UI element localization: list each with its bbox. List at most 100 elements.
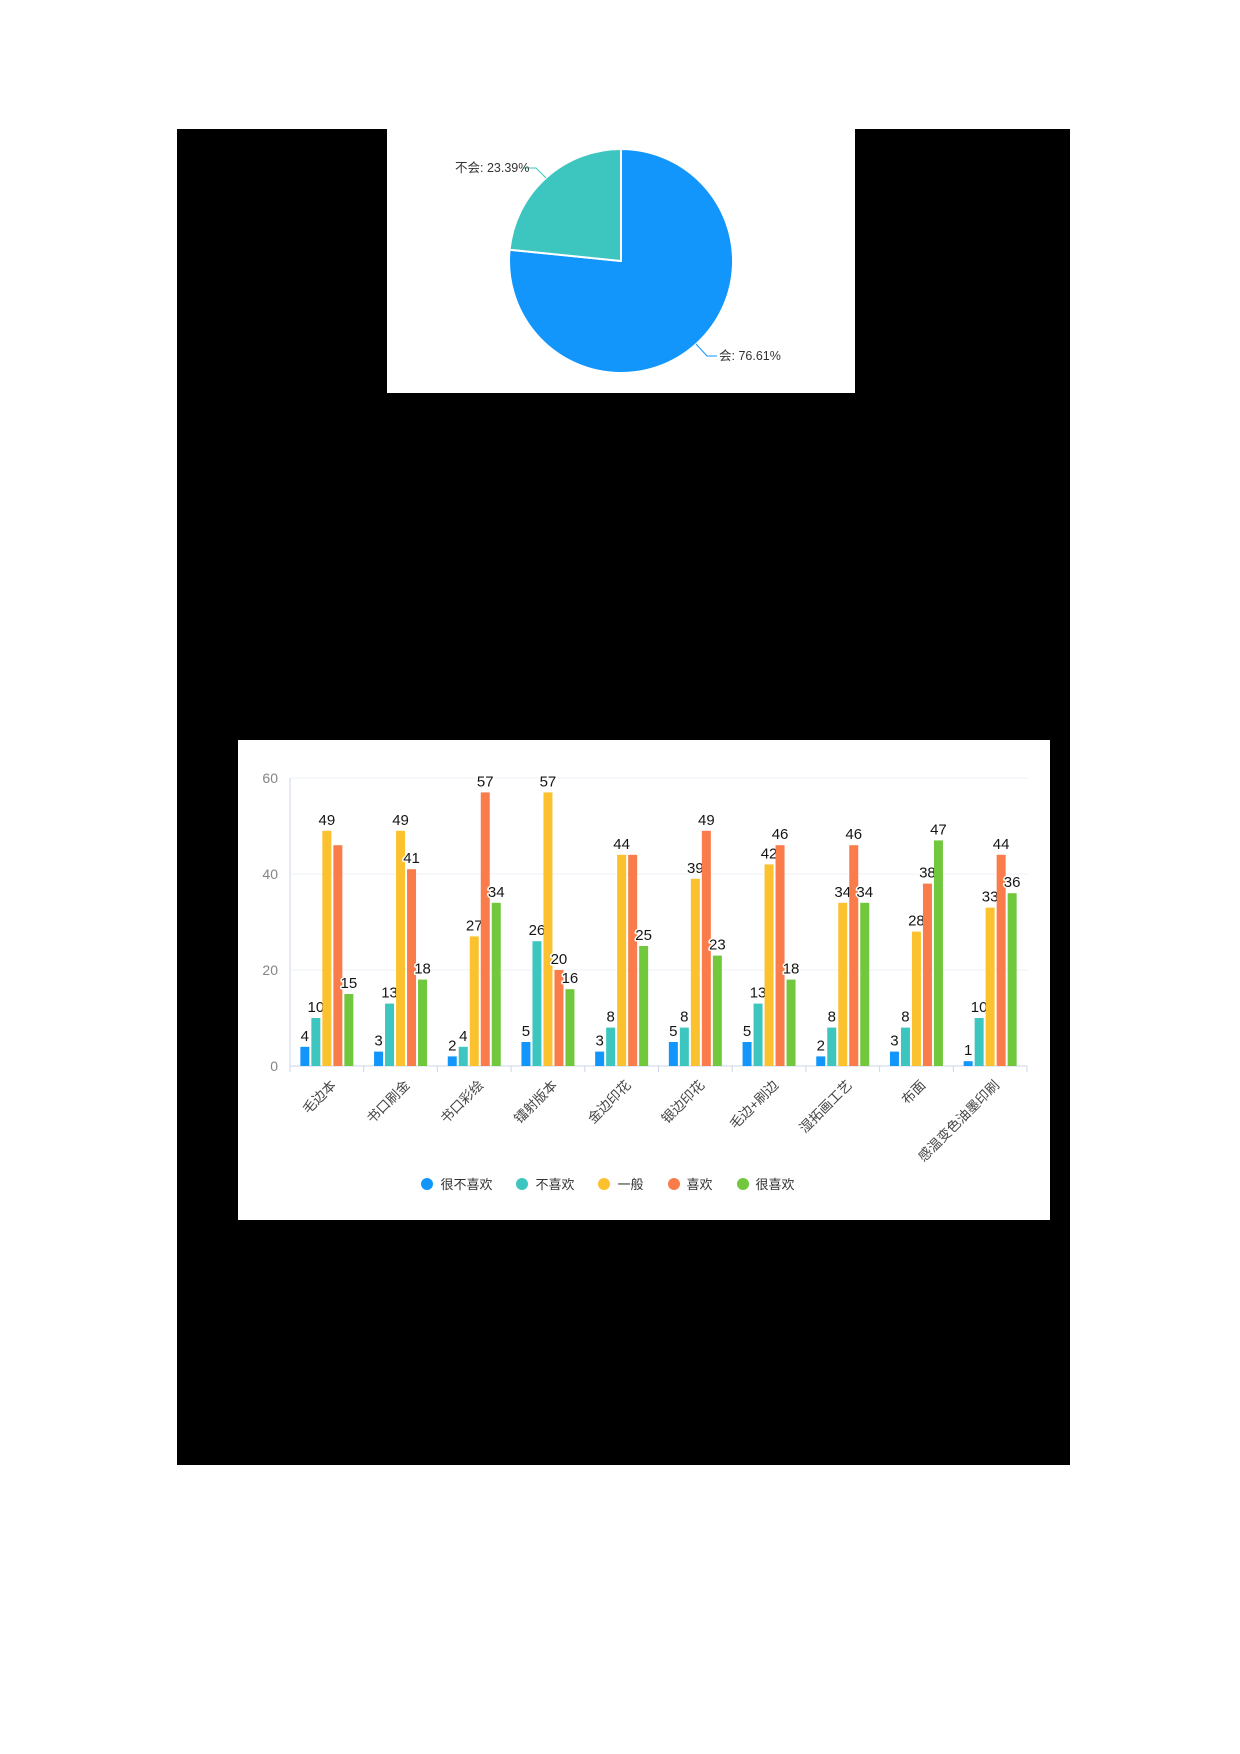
bar-不喜欢-毛边+刷边 (753, 1003, 763, 1066)
bar-value-label: 42 (761, 845, 778, 862)
y-tick-label: 20 (262, 962, 278, 978)
bar-value-label: 39 (687, 860, 704, 877)
bar-value-label: 36 (1004, 874, 1021, 891)
bar-很喜欢-毛边本 (344, 994, 354, 1066)
bar-很不喜欢-布面 (889, 1051, 899, 1066)
bar-value-label: 10 (308, 999, 325, 1016)
bar-value-label: 34 (834, 884, 851, 901)
bar-value-label: 2 (448, 1037, 456, 1054)
bar-value-label: 46 (845, 826, 862, 843)
bar-一般-书口刷金 (396, 830, 406, 1066)
bar-value-label: 2 (817, 1037, 825, 1054)
bar-value-label: 23 (709, 937, 726, 954)
bar-value-label: 49 (319, 812, 336, 829)
pie-slice-label-buhui: 不会: 23.39% (455, 161, 530, 175)
pie-chart (508, 148, 735, 374)
bar-一般-金边印花 (617, 854, 627, 1066)
legend-dot-icon (516, 1177, 529, 1190)
bar-不喜欢-银边印花 (679, 1027, 689, 1066)
bar-value-label: 5 (743, 1023, 751, 1040)
bar-不喜欢-镭射版本 (532, 941, 542, 1066)
bar-value-label: 25 (635, 927, 652, 944)
bar-喜欢-书口彩绘 (480, 792, 490, 1066)
bar-value-label: 8 (901, 1009, 909, 1026)
bar-value-label: 46 (772, 826, 789, 843)
bar-不喜欢-金边印花 (606, 1027, 616, 1066)
legend-item-很喜欢[interactable]: 很喜欢 (736, 1174, 795, 1193)
legend-dot-icon (598, 1177, 611, 1190)
y-tick-label: 60 (262, 770, 278, 786)
pie-label-line-buhui (523, 167, 547, 179)
document-black-background: 不会: 23.39% 会: 76.61% 0 20 40 60 4 3 2 5 3 5 5 2 3 1 10… (177, 129, 1070, 1465)
bar-一般-书口彩绘 (469, 936, 479, 1066)
bar-不喜欢-感温变色油墨印刷 (974, 1018, 984, 1066)
pie-label-line-hui (695, 343, 717, 357)
bar-不喜欢-湿拓画工艺 (827, 1027, 837, 1066)
bar-很不喜欢-镭射版本 (521, 1042, 531, 1066)
bar-value-label: 34 (488, 884, 505, 901)
bar-不喜欢-毛边本 (311, 1018, 321, 1066)
bar-喜欢-感温变色油墨印刷 (996, 854, 1006, 1066)
bar-value-label: 13 (381, 985, 398, 1002)
bar-一般-银边印花 (690, 878, 700, 1066)
legend-label: 喜欢 (686, 1177, 713, 1192)
pie-slice-label-hui: 会: 76.61% (719, 349, 781, 363)
bar-value-label: 38 (919, 865, 936, 882)
legend-item-不喜欢[interactable]: 不喜欢 (516, 1174, 574, 1193)
bar-value-label: 33 (982, 889, 999, 906)
bar-value-label: 57 (540, 773, 557, 790)
bar-value-label: 5 (669, 1023, 677, 1040)
category-label-毛边本: 毛边本 (300, 1077, 340, 1117)
bar-很不喜欢-银边印花 (668, 1042, 678, 1066)
bar-value-label: 4 (459, 1028, 467, 1045)
bar-很喜欢-毛边+刷边 (786, 979, 796, 1066)
category-label-布面: 布面 (899, 1078, 929, 1108)
bar-value-label: 44 (613, 836, 630, 853)
bar-不喜欢-书口彩绘 (458, 1046, 468, 1066)
bar-一般-毛边+刷边 (764, 864, 774, 1066)
bar-value-label: 16 (562, 970, 579, 987)
bar-很喜欢-布面 (933, 840, 943, 1066)
bar-不喜欢-布面 (900, 1027, 910, 1066)
bar-一般-毛边本 (322, 830, 332, 1066)
bar-喜欢-布面 (922, 883, 932, 1066)
bar-一般-感温变色油墨印刷 (985, 907, 995, 1066)
legend-label: 不喜欢 (535, 1177, 575, 1192)
legend-dot-icon (667, 1177, 680, 1190)
bar-value-label: 41 (403, 850, 420, 867)
bar-喜欢-毛边本 (333, 845, 343, 1066)
y-tick-label: 0 (270, 1058, 278, 1074)
bar-很喜欢-金边印花 (639, 946, 649, 1066)
bar-一般-布面 (911, 931, 921, 1066)
bar-很不喜欢-毛边+刷边 (742, 1042, 752, 1066)
bar-value-label: 47 (930, 821, 947, 838)
legend-dot-icon (421, 1177, 434, 1190)
bar-value-label: 49 (698, 812, 715, 829)
category-label-金边印花: 金边印花 (585, 1078, 634, 1127)
bar-value-label: 1 (964, 1042, 972, 1059)
bar-很不喜欢-书口彩绘 (447, 1056, 457, 1066)
legend-dot-icon (736, 1177, 749, 1190)
bar-一般-镭射版本 (543, 792, 553, 1066)
bar-value-label: 3 (890, 1033, 898, 1050)
bar-喜欢-银边印花 (701, 830, 711, 1066)
legend-item-一般[interactable]: 一般 (598, 1174, 644, 1193)
bar-很不喜欢-感温变色油墨印刷 (963, 1061, 973, 1066)
bar-value-label: 10 (971, 999, 988, 1016)
bar-value-label: 8 (606, 1009, 614, 1026)
category-label-镭射版本: 镭射版本 (511, 1077, 560, 1126)
bar-很不喜欢-湿拓画工艺 (816, 1056, 826, 1066)
bar-喜欢-镭射版本 (554, 970, 564, 1066)
category-label-书口刷金: 书口刷金 (364, 1077, 413, 1126)
category-label-湿拓画工艺: 湿拓画工艺 (797, 1078, 855, 1136)
category-label-感温变色油墨印刷: 感温变色油墨印刷 (915, 1077, 1003, 1165)
bar-很喜欢-感温变色油墨印刷 (1007, 893, 1017, 1066)
legend-item-很不喜欢[interactable]: 很不喜欢 (421, 1174, 492, 1193)
bar-不喜欢-书口刷金 (385, 1003, 395, 1066)
bar-很喜欢-镭射版本 (565, 989, 575, 1066)
bar-喜欢-毛边+刷边 (775, 845, 785, 1066)
bar-chart-panel: 0 20 40 60 4 3 2 5 3 5 5 2 3 1 10 13 4 26 8 8 13 8 8 10 49 49 27 57… (238, 740, 1050, 1220)
bar-很不喜欢-书口刷金 (374, 1051, 384, 1066)
legend-item-喜欢[interactable]: 喜欢 (667, 1174, 713, 1193)
